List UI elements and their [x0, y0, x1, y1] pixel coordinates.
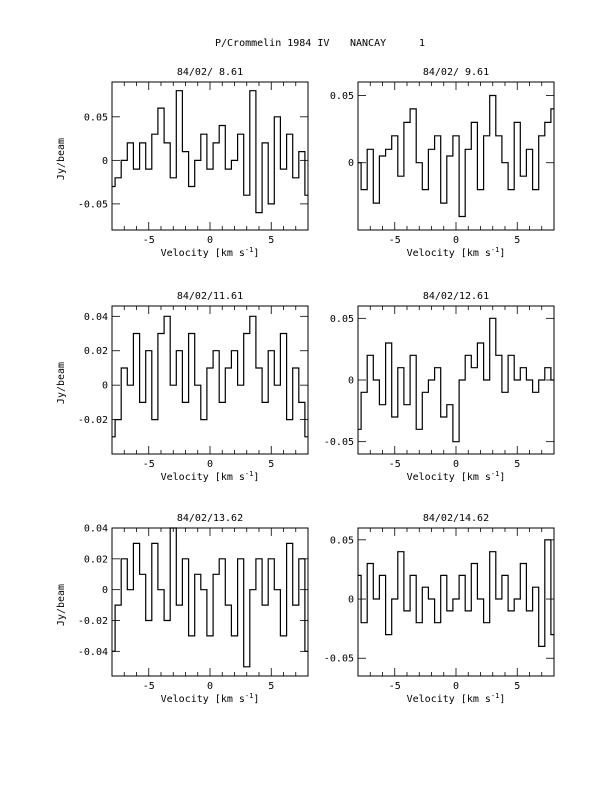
plot-frame: [357, 305, 555, 455]
y-tick-label: -0.05: [78, 199, 108, 210]
y-tick-label: 0: [102, 585, 108, 596]
figure-title: P/Crommelin 1984 IV: [215, 38, 330, 49]
y-axis-label: Jy/beam: [56, 362, 67, 404]
y-tick-label: 0: [348, 158, 354, 169]
panel-title: 84/02/13.62: [177, 513, 243, 524]
y-tick-label: 0.05: [330, 314, 354, 325]
y-tick-label: 0.02: [84, 346, 108, 357]
x-tick-label: -5: [143, 681, 155, 692]
y-axis-label: Jy/beam: [56, 138, 67, 180]
x-axis-label: Velocity [km s-1]: [407, 692, 506, 705]
x-tick-label: 0: [453, 459, 459, 470]
x-axis-label: Velocity [km s-1]: [161, 246, 260, 259]
y-tick-label: 0: [348, 595, 354, 606]
y-tick-label: 0: [102, 381, 108, 392]
panel-title: 84/02/ 9.61: [423, 67, 489, 78]
page-number: 1: [419, 38, 426, 49]
y-tick-label: 0.05: [330, 91, 354, 102]
x-tick-label: 5: [514, 235, 520, 246]
x-tick-label: 5: [514, 681, 520, 692]
spectrum-line: [358, 317, 554, 443]
y-tick-label: 0: [348, 376, 354, 387]
x-tick-label: -5: [389, 681, 401, 692]
spectrum-panel-2: -5 0 5 0 0.05 84/02/ 9.61 Velocity [km s-1]: [330, 67, 555, 259]
plot-frame: [111, 81, 309, 231]
plot-frame: [357, 527, 555, 677]
x-axis-label: Velocity [km s-1]: [407, 246, 506, 259]
spectrum-panel-3: -5 0 5 -0.02 0 0.02 0.04 84/02/11.61 Velocity [k…: [56, 291, 309, 483]
x-tick-label: -5: [389, 459, 401, 470]
plot-frame: [111, 305, 309, 455]
spectrum-panel-4: -5 0 5 -0.05 0 0.05 84/02/12.61 Velocity [km s-…: [324, 291, 555, 483]
spectrum-panel-5: -5 0 5 -0.04 -0.02 0 0.02 0.04 84/02/13.62 Veloci…: [56, 513, 309, 705]
x-axis-label: Velocity [km s-1]: [161, 470, 260, 483]
y-tick-label: 0.05: [330, 535, 354, 546]
x-tick-label: 5: [268, 235, 274, 246]
y-tick-label: -0.04: [78, 647, 108, 658]
y-axis-label: Jy/beam: [56, 584, 67, 626]
y-tick-label: 0.04: [84, 312, 108, 323]
panel-title: 84/02/14.62: [423, 513, 489, 524]
y-tick-label: -0.02: [78, 415, 108, 426]
x-tick-label: -5: [143, 459, 155, 470]
x-tick-label: -5: [143, 235, 155, 246]
x-tick-label: 0: [453, 681, 459, 692]
y-tick-label: -0.05: [324, 437, 354, 448]
x-axis-label: Velocity [km s-1]: [407, 470, 506, 483]
spectrum-line: [112, 315, 308, 438]
y-tick-label: -0.05: [324, 654, 354, 665]
x-tick-label: 0: [207, 459, 213, 470]
x-tick-label: -5: [389, 235, 401, 246]
panel-title: 84/02/ 8.61: [177, 67, 243, 78]
x-tick-label: 5: [514, 459, 520, 470]
x-tick-label: 0: [207, 235, 213, 246]
station-label: NANCAY: [350, 38, 387, 49]
y-tick-label: 0.02: [84, 554, 108, 565]
spectrum-line: [112, 527, 308, 668]
x-tick-label: 5: [268, 681, 274, 692]
spectrum-line: [358, 539, 554, 647]
page-header: P/Crommelin 1984 IV NANCAY 1: [0, 38, 612, 54]
y-tick-label: 0.04: [84, 524, 108, 535]
x-tick-label: 0: [207, 681, 213, 692]
plot-frame: [357, 81, 555, 231]
plot-frame: [111, 527, 309, 677]
spectrum-panel-6: -5 0 5 -0.05 0 0.05 84/02/14.62 Velocity [km s-…: [324, 513, 555, 705]
spectrum-line: [358, 94, 554, 218]
x-tick-label: 5: [268, 459, 274, 470]
panel-title: 84/02/12.61: [423, 291, 489, 302]
x-tick-label: 0: [453, 235, 459, 246]
spectrum-panel-1: -5 0 5 -0.05 0 0.05 84/02/ 8.61 Velocity [km s-…: [56, 67, 309, 259]
y-tick-label: 0.05: [84, 112, 108, 123]
spectrum-line: [112, 90, 308, 214]
panel-title: 84/02/11.61: [177, 291, 243, 302]
y-tick-label: 0: [102, 156, 108, 167]
y-tick-label: -0.02: [78, 616, 108, 627]
x-axis-label: Velocity [km s-1]: [161, 692, 260, 705]
